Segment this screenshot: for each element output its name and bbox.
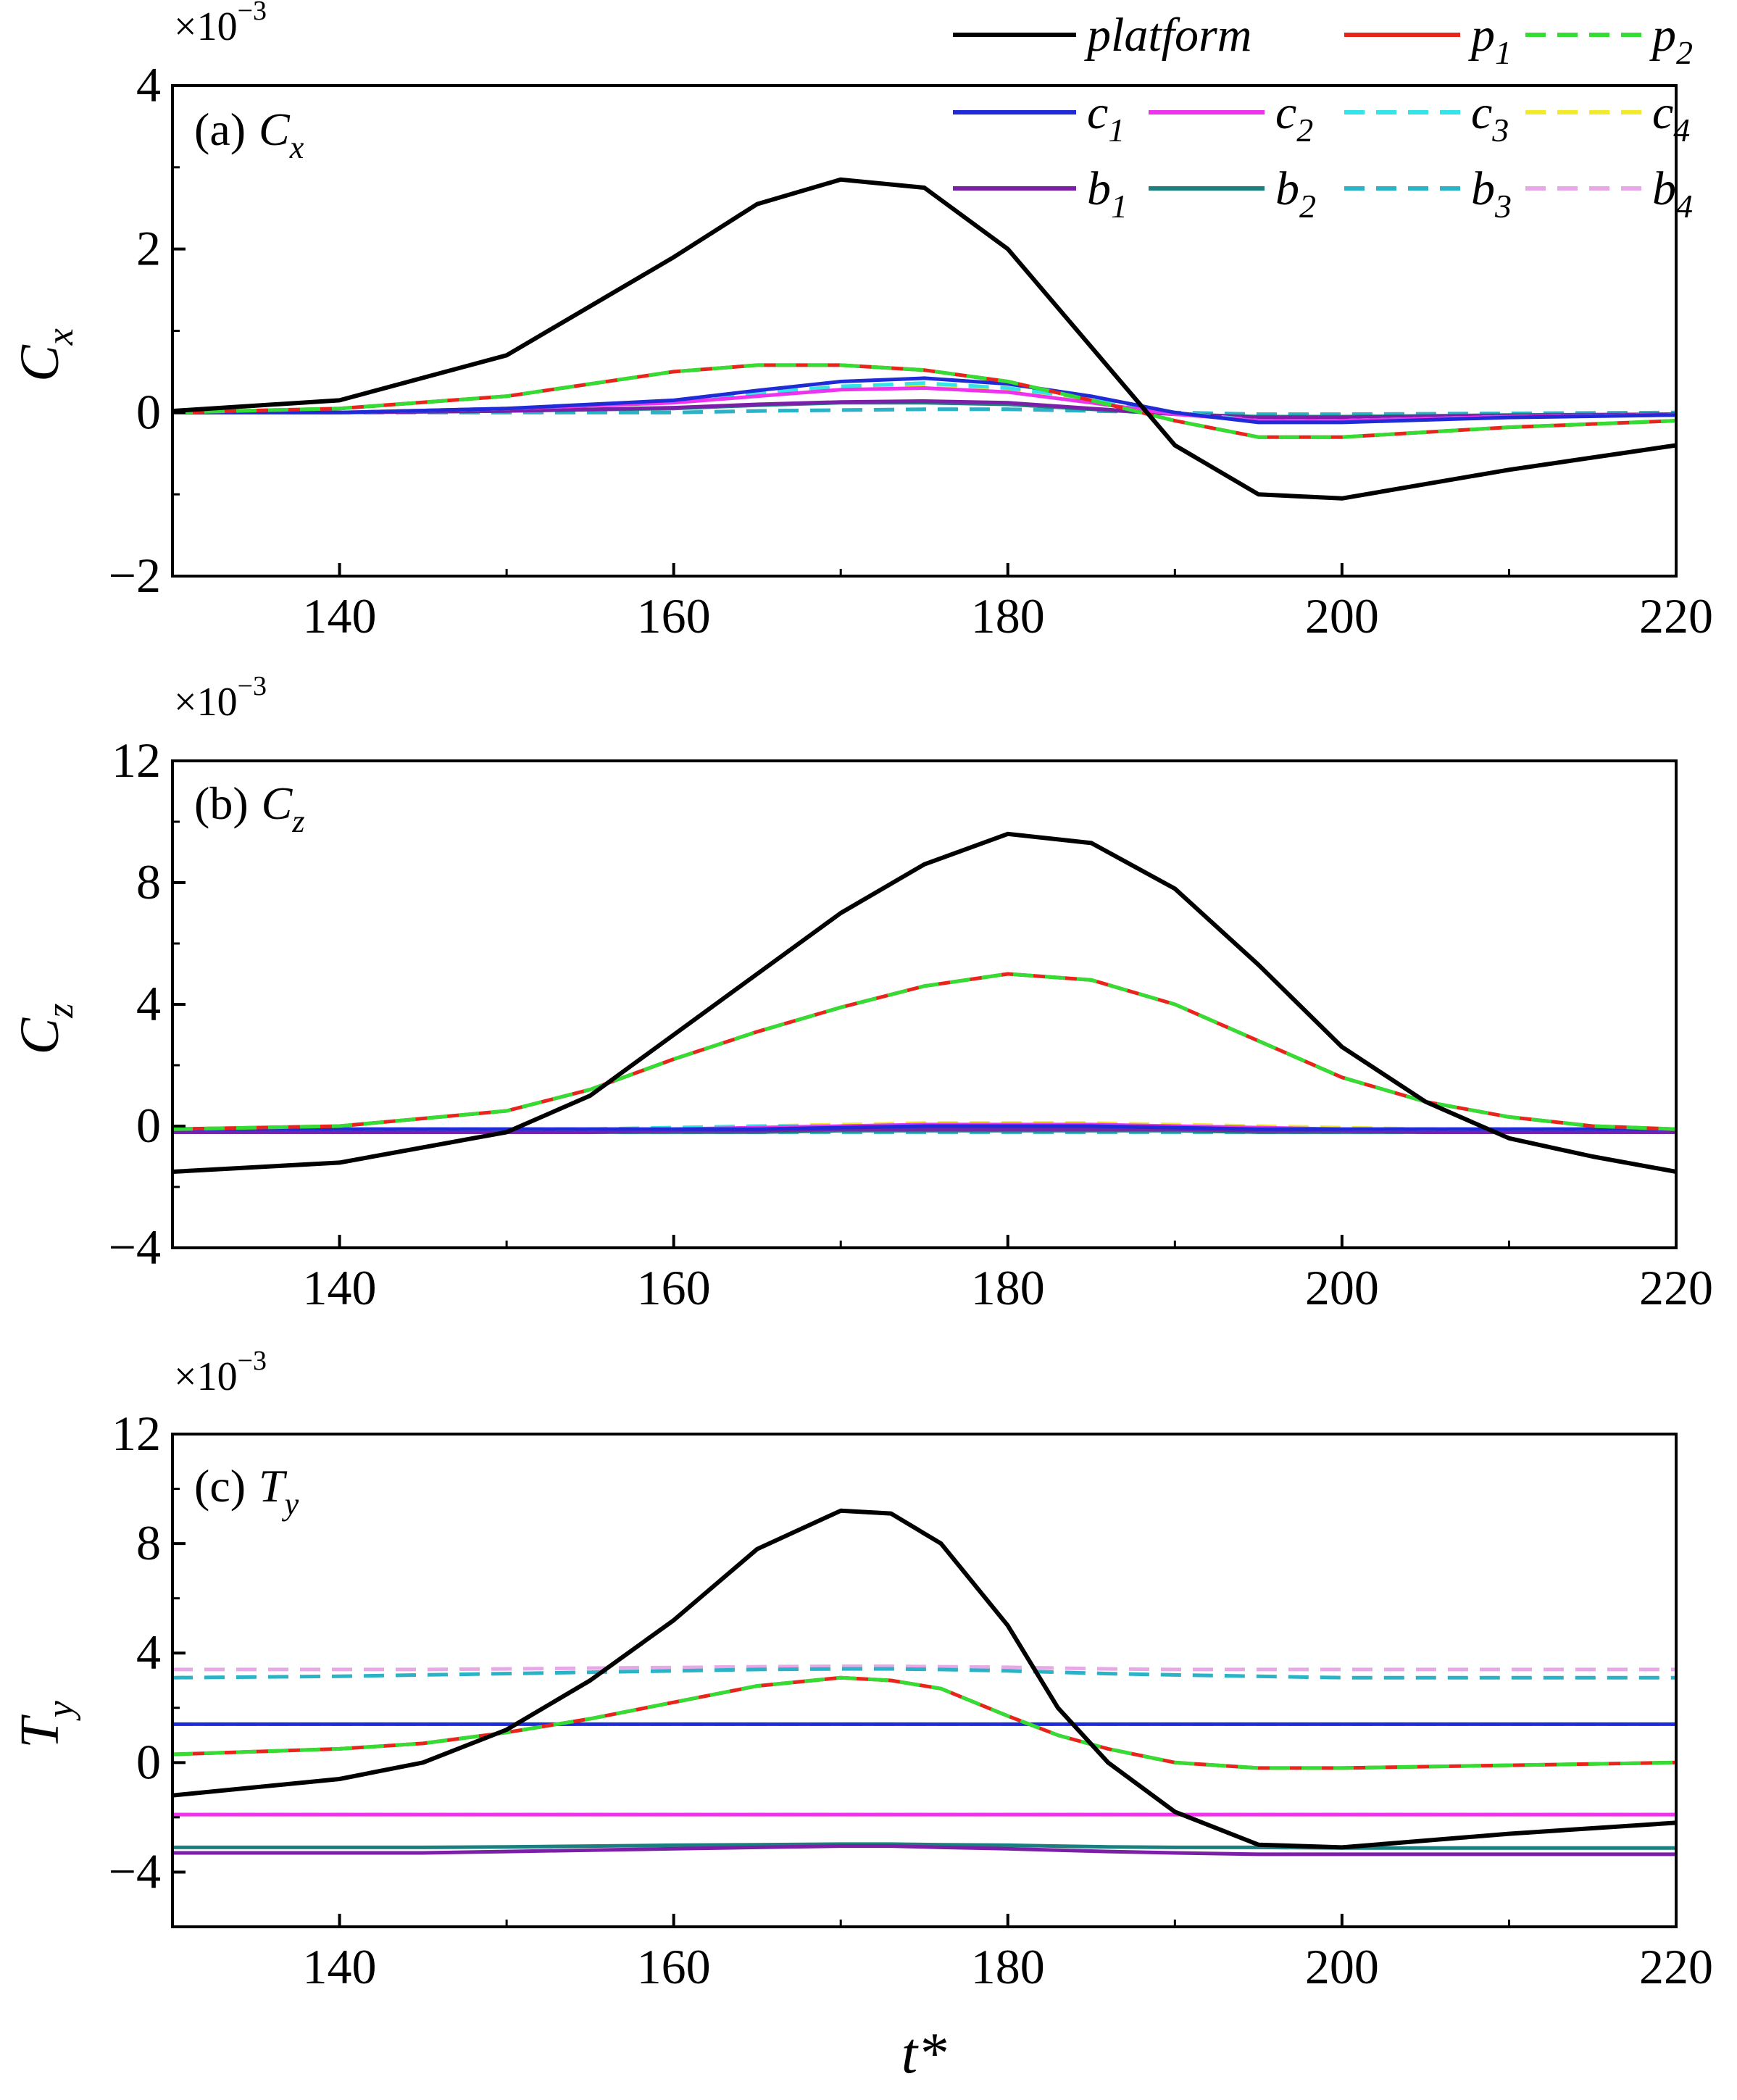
panel-c-ytick-label-4: 12 [112, 1406, 161, 1461]
panel-c-xtick-label-140: 140 [303, 1939, 377, 1994]
legend-item-c2: c2 [1149, 86, 1313, 149]
legend-label-b2: b2 [1275, 162, 1316, 225]
legend-label-b1: b1 [1087, 162, 1128, 225]
legend-item-b2: b2 [1149, 162, 1316, 225]
legend-item-platform: platform [953, 9, 1251, 62]
panel-a-xtick-label-180: 180 [971, 588, 1045, 643]
legend-item-p2: p2 [1525, 9, 1693, 71]
panel-a-xtick-label-200: 200 [1305, 588, 1379, 643]
panel-b-ytick-label-0: −4 [109, 1220, 161, 1275]
panel-c-ytick-label-1: 0 [136, 1734, 161, 1789]
legend-label-c2: c2 [1275, 86, 1313, 149]
legend-label-c1: c1 [1087, 86, 1125, 149]
panel-b-ytick-label-2: 4 [136, 976, 161, 1031]
panel-a-series-b1 [172, 399, 1677, 420]
panel-a: 140 160 180 200 220 −2 0 2 4 ×10−3 (a) Cx Cx [9, 0, 1713, 643]
panel-a-label: (a) Cx [194, 104, 304, 165]
panel-c-series-b2 [172, 1842, 1676, 1850]
panel-c-ylabel: Ty [9, 1700, 81, 1748]
panel-c-ticks: 140 160 180 200 220 −4 0 4 8 12 [109, 1406, 1713, 1994]
legend-label-platform: platform [1084, 9, 1251, 62]
panel-a-ytick-label-0: −2 [109, 548, 161, 603]
panel-a-ticks: 140 160 180 200 220 −2 0 2 4 [109, 57, 1713, 643]
panel-a-xtick-label-140: 140 [303, 588, 377, 643]
panel-a-ylabel: Cx [9, 328, 81, 382]
panel-a-series [172, 177, 1677, 501]
legend-item-b3: b3 [1344, 162, 1512, 225]
legend-item-c1: c1 [953, 86, 1125, 149]
panel-b: 140 160 180 200 220 −4 0 4 8 12 ×10−3 (b) Cz Cz [9, 671, 1713, 1315]
legend-label-c4: c4 [1652, 86, 1690, 149]
panel-c-series-platform [172, 1508, 1677, 1850]
panel-b-series-p2 [172, 972, 1677, 1131]
panel-c: 140 160 180 200 220 −4 0 4 8 12 ×10−3 (c) Ty Ty [9, 1346, 1713, 1994]
panel-c-series-b1 [172, 1844, 1676, 1857]
panel-b-xtick-label-180: 180 [971, 1260, 1045, 1315]
panel-b-multiplier: ×10−3 [174, 671, 267, 725]
legend-label-c3: c3 [1471, 86, 1509, 149]
panel-a-ytick-label-3: 4 [136, 57, 161, 112]
panel-b-xtick-label-140: 140 [303, 1260, 377, 1315]
legend-item-b4: b4 [1525, 162, 1693, 225]
legend-label-b3: b3 [1471, 162, 1512, 225]
legend: platform p1 p2 c1 c2 c3 c4 b1 b2 b3 b4 [953, 9, 1693, 225]
panel-c-label: (c) Ty [194, 1460, 299, 1522]
panel-c-series-b4 [172, 1664, 1676, 1672]
legend-item-c4: c4 [1525, 86, 1690, 149]
panel-a-multiplier: ×10−3 [174, 0, 267, 49]
panel-b-xtick-label-220: 220 [1639, 1260, 1713, 1315]
panel-a-ytick-label-2: 2 [136, 221, 161, 276]
panel-a-series-platform [172, 177, 1677, 501]
panel-b-ytick-label-1: 0 [136, 1098, 161, 1153]
x-axis-label: t* [901, 2022, 946, 2086]
panel-b-ticks: 140 160 180 200 220 −4 0 4 8 12 [109, 733, 1713, 1315]
legend-label-b4: b4 [1652, 162, 1693, 225]
panel-b-ytick-label-4: 12 [112, 733, 161, 788]
panel-c-xtick-label-200: 200 [1305, 1939, 1379, 1994]
panel-a-series-b3 [172, 407, 1677, 417]
panel-b-series [172, 831, 1677, 1174]
panel-c-ytick-label-3: 8 [136, 1515, 161, 1570]
panel-b-label: (b) Cz [194, 778, 304, 839]
panel-b-xtick-label-160: 160 [637, 1260, 711, 1315]
legend-label-p1: p1 [1468, 9, 1512, 71]
panel-b-ylabel: Cz [9, 1004, 81, 1055]
panel-b-series-c1 [172, 1124, 1676, 1131]
panel-b-series-b1 [172, 1127, 1676, 1134]
panel-c-xtick-label-220: 220 [1639, 1939, 1713, 1994]
panel-c-frame [171, 1433, 1678, 1928]
legend-item-b1: b1 [953, 162, 1128, 225]
panel-c-series [172, 1508, 1677, 1857]
legend-item-p1: p1 [1344, 9, 1512, 71]
panel-c-xtick-label-180: 180 [971, 1939, 1045, 1994]
panel-b-series-platform [172, 831, 1677, 1174]
panel-a-ytick-label-1: 0 [136, 384, 161, 439]
panel-c-series-b3 [172, 1667, 1676, 1680]
panel-c-multiplier: ×10−3 [174, 1346, 267, 1399]
panel-c-xtick-label-160: 160 [637, 1939, 711, 1994]
panel-a-xtick-label-220: 220 [1639, 588, 1713, 643]
panel-a-series-c1 [172, 376, 1677, 425]
panel-b-ytick-label-3: 8 [136, 854, 161, 909]
panel-b-xtick-label-200: 200 [1305, 1260, 1379, 1315]
panel-a-xtick-label-160: 160 [637, 588, 711, 643]
legend-item-c3: c3 [1344, 86, 1509, 149]
panel-c-ytick-label-0: −4 [109, 1843, 161, 1899]
panel-c-ytick-label-2: 4 [136, 1625, 161, 1680]
legend-label-p2: p2 [1649, 9, 1693, 71]
panel-a-series-p2 [172, 363, 1677, 439]
